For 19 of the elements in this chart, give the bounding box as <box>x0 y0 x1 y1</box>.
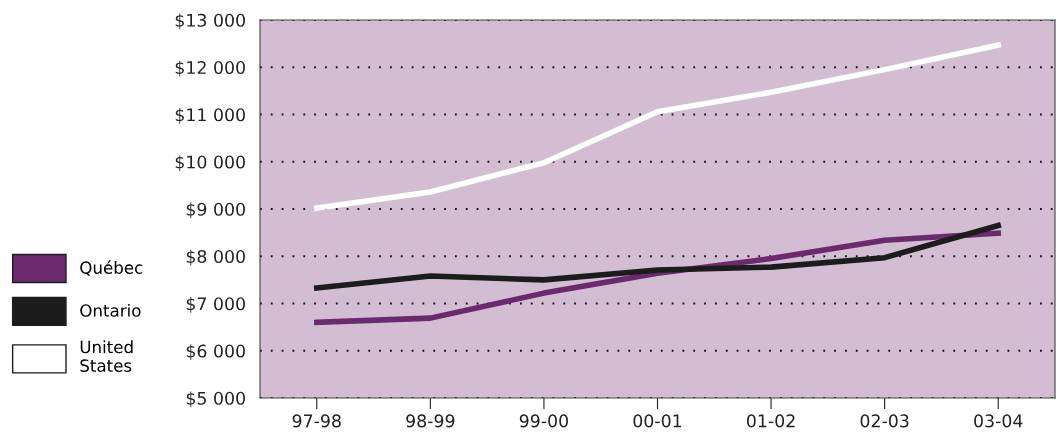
x-tick-label: 97-98 <box>292 414 341 428</box>
y-tick-label: $7 000 <box>186 296 245 313</box>
x-tick-label: 02-03 <box>860 414 909 428</box>
y-tick-label: $9 000 <box>186 202 245 219</box>
x-tick-label: 98-99 <box>406 414 455 428</box>
legend-label: Ontario <box>80 303 141 317</box>
x-tick-label: 99-00 <box>519 414 568 428</box>
y-tick-label: $12 000 <box>175 60 245 77</box>
y-tick-label: $5 000 <box>186 391 245 408</box>
legend-label: United States <box>80 340 133 372</box>
y-tick-label: $11 000 <box>175 107 245 124</box>
x-tick-label: 00-01 <box>633 414 682 428</box>
y-tick-label: $6 000 <box>186 344 245 360</box>
x-tick-label: 03-04 <box>974 414 1023 428</box>
legend-label: Québec <box>80 260 143 276</box>
y-tick-label: $13 000 <box>175 13 245 30</box>
y-tick-label: $10 000 <box>175 155 245 171</box>
y-tick-label: $8 000 <box>186 249 245 266</box>
x-tick-label: 01-02 <box>746 414 795 428</box>
